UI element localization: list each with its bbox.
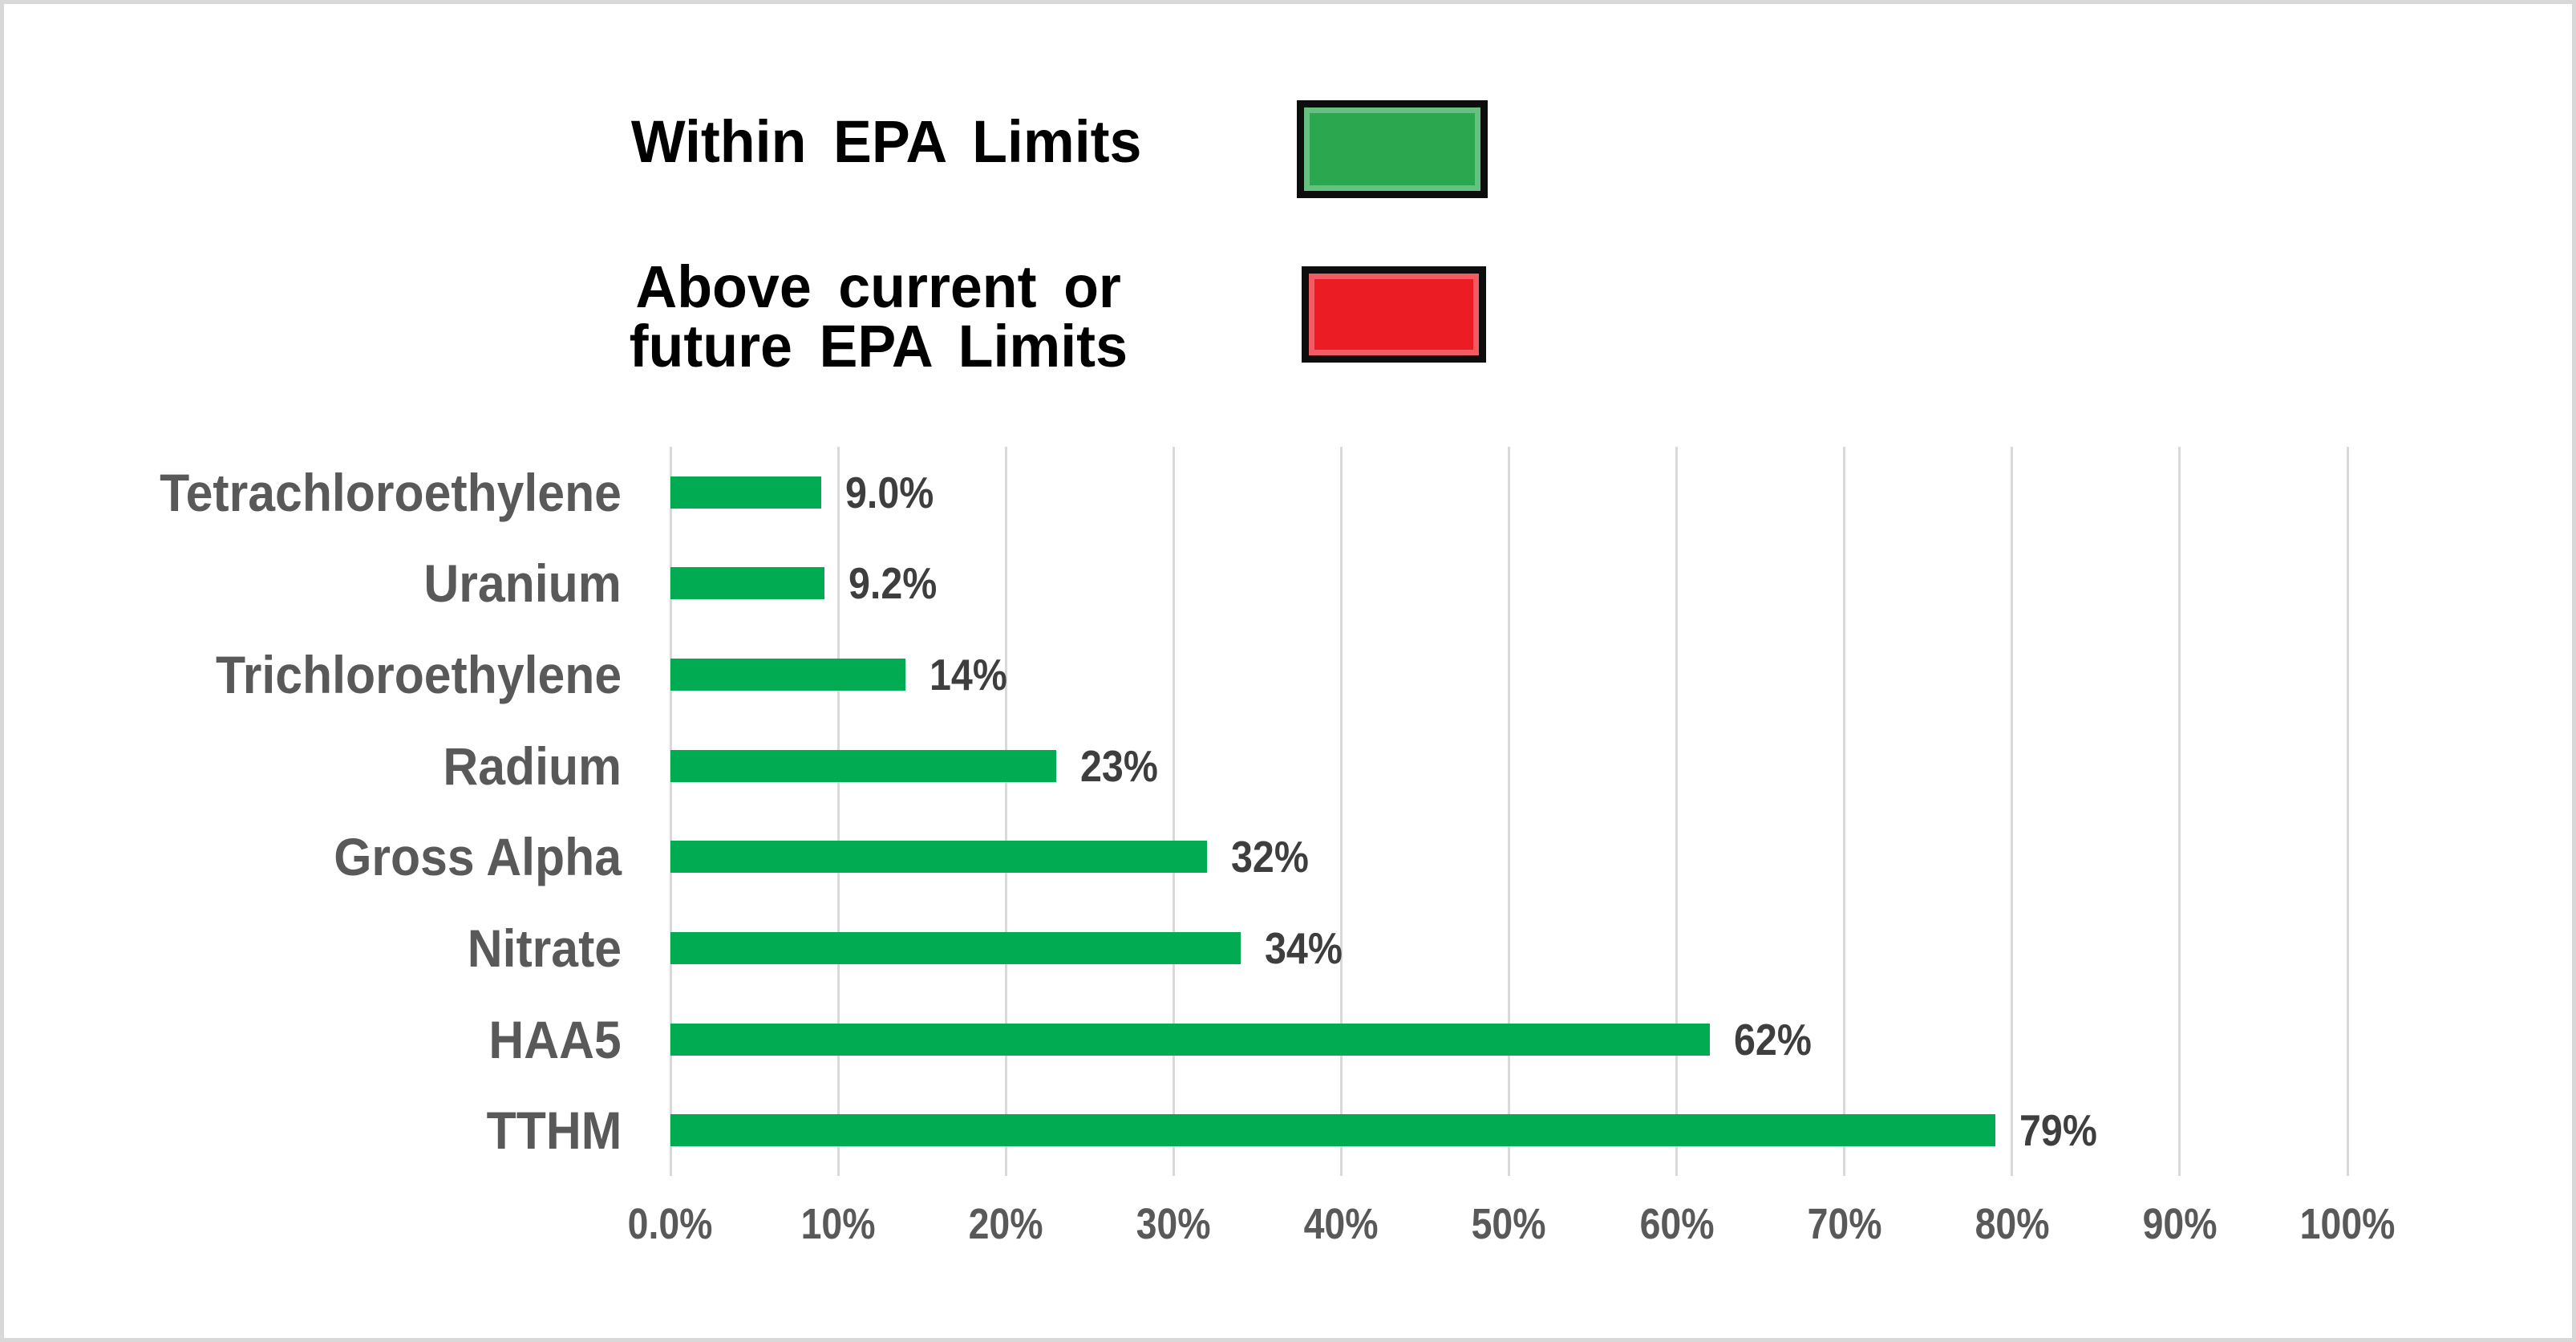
chart-row: TTHM 79% bbox=[4, 1085, 2572, 1176]
data-label: 62% bbox=[1734, 994, 1822, 1085]
legend-label-within-epa: Within EPA Limits bbox=[501, 102, 1271, 182]
data-label-text: 9.2% bbox=[849, 558, 938, 609]
data-label-text: 23% bbox=[1079, 740, 1158, 791]
legend-label-within-epa-text: Within EPA Limits bbox=[630, 108, 1142, 175]
chart-row: Nitrate 34% bbox=[4, 902, 2572, 994]
data-label: 32% bbox=[1231, 812, 1319, 903]
value-bar bbox=[670, 841, 1208, 874]
data-label-text: 14% bbox=[929, 650, 1007, 700]
category-label: TTHM bbox=[4, 1085, 622, 1176]
x-axis-tick-text: 10% bbox=[800, 1200, 876, 1248]
x-axis-tick-text: 60% bbox=[1639, 1200, 1715, 1248]
data-label-text: 9.0% bbox=[845, 467, 934, 517]
gridline bbox=[1172, 447, 1175, 1176]
category-label-text: TTHM bbox=[486, 1101, 622, 1161]
x-axis-tick-text: 70% bbox=[1807, 1200, 1882, 1248]
value-bar bbox=[670, 749, 1056, 782]
category-label-text: Tetrachloroethylene bbox=[160, 462, 622, 522]
legend-label-above-epa: Above current or future EPA Limits bbox=[493, 257, 1263, 377]
category-label-text: Gross Alpha bbox=[334, 827, 622, 887]
category-label-text: Radium bbox=[443, 736, 622, 796]
chart-row: Tetrachloroethylene 9.0% bbox=[4, 447, 2572, 538]
value-bar bbox=[670, 476, 822, 509]
data-label: 79% bbox=[2019, 1085, 2108, 1176]
chart-row: HAA5 62% bbox=[4, 994, 2572, 1085]
chart-row: Radium 23% bbox=[4, 720, 2572, 812]
data-label: 9.2% bbox=[849, 538, 949, 630]
data-label: 14% bbox=[930, 629, 1018, 720]
category-label-text: Nitrate bbox=[467, 918, 622, 978]
x-axis-tick: 50% bbox=[1397, 1199, 1622, 1249]
value-bar bbox=[670, 659, 905, 691]
x-axis-tick-text: 80% bbox=[1975, 1200, 2050, 1248]
x-axis-tick-text: 40% bbox=[1303, 1200, 1379, 1248]
legend-swatch-within-epa-icon bbox=[1297, 100, 1488, 198]
x-axis-tick: 20% bbox=[893, 1199, 1118, 1249]
value-bar bbox=[670, 1114, 1995, 1147]
legend-swatch-above-epa-icon bbox=[1302, 266, 1486, 363]
category-label-text: Uranium bbox=[423, 553, 622, 614]
data-label-text: 62% bbox=[1734, 1014, 1813, 1064]
data-label-text: 34% bbox=[1264, 922, 1343, 973]
x-axis-tick-text: 100% bbox=[2299, 1200, 2396, 1248]
legend-label-above-epa-line1: Above current or bbox=[635, 253, 1121, 320]
x-axis-tick-text: 20% bbox=[968, 1200, 1043, 1248]
x-axis-tick-text: 0.0% bbox=[628, 1200, 713, 1248]
chart-row: Trichloroethylene 14% bbox=[4, 629, 2572, 720]
gridline bbox=[1004, 447, 1007, 1176]
category-label: Radium bbox=[4, 720, 622, 812]
gridline bbox=[2346, 447, 2349, 1176]
data-label-text: 79% bbox=[2019, 1105, 2097, 1156]
x-axis-tick-text: 90% bbox=[2142, 1200, 2218, 1248]
category-label: Uranium bbox=[4, 538, 622, 630]
category-label: Trichloroethylene bbox=[4, 629, 622, 720]
category-label: Nitrate bbox=[4, 902, 622, 994]
x-axis-tick-text: 50% bbox=[1472, 1200, 1546, 1248]
chart-row: Uranium 9.2% bbox=[4, 538, 2572, 630]
value-bar bbox=[670, 931, 1241, 964]
x-axis-tick: 0.0% bbox=[558, 1199, 783, 1249]
data-label: 34% bbox=[1265, 902, 1353, 994]
x-axis-tick: 100% bbox=[2235, 1199, 2460, 1249]
x-axis-tick-text: 30% bbox=[1136, 1200, 1211, 1248]
x-axis-tick: 80% bbox=[1900, 1199, 2124, 1249]
gridline bbox=[836, 447, 840, 1176]
category-label-text: HAA5 bbox=[488, 1009, 622, 1069]
gridline bbox=[1508, 447, 1510, 1176]
data-label: 23% bbox=[1080, 720, 1169, 812]
gridline bbox=[2011, 447, 2014, 1176]
category-label: Tetrachloroethylene bbox=[4, 447, 622, 538]
category-label-text: Trichloroethylene bbox=[215, 645, 622, 705]
x-axis-tick: 40% bbox=[1229, 1199, 1453, 1249]
category-label: Gross Alpha bbox=[4, 812, 622, 903]
gridline bbox=[669, 447, 672, 1176]
gridline bbox=[1339, 447, 1343, 1176]
x-axis-tick: 10% bbox=[726, 1199, 950, 1249]
x-axis-tick: 90% bbox=[2068, 1199, 2292, 1249]
x-axis-tick: 70% bbox=[1732, 1199, 1957, 1249]
chart-row: Gross Alpha 32% bbox=[4, 812, 2572, 903]
chart-rows: Tetrachloroethylene 9.0% Uranium 9.2% Trichl… bbox=[4, 447, 2572, 1176]
x-axis-tick-labels: 0.0% 10% 20% 30% 40% 50% 60% 70% 80% 90% 100% bbox=[628, 1199, 2395, 1255]
category-label: HAA5 bbox=[4, 994, 622, 1085]
data-label-text: 32% bbox=[1231, 832, 1309, 882]
gridline bbox=[1675, 447, 1679, 1176]
value-bar bbox=[670, 1023, 1711, 1056]
x-axis-tick: 60% bbox=[1565, 1199, 1789, 1249]
legend-label-above-epa-line2: future EPA Limits bbox=[629, 313, 1128, 379]
data-label: 9.0% bbox=[845, 447, 946, 538]
value-bar bbox=[670, 567, 825, 600]
gridline bbox=[2178, 447, 2181, 1176]
gridline bbox=[1843, 447, 1846, 1176]
x-axis-tick: 30% bbox=[1061, 1199, 1286, 1249]
